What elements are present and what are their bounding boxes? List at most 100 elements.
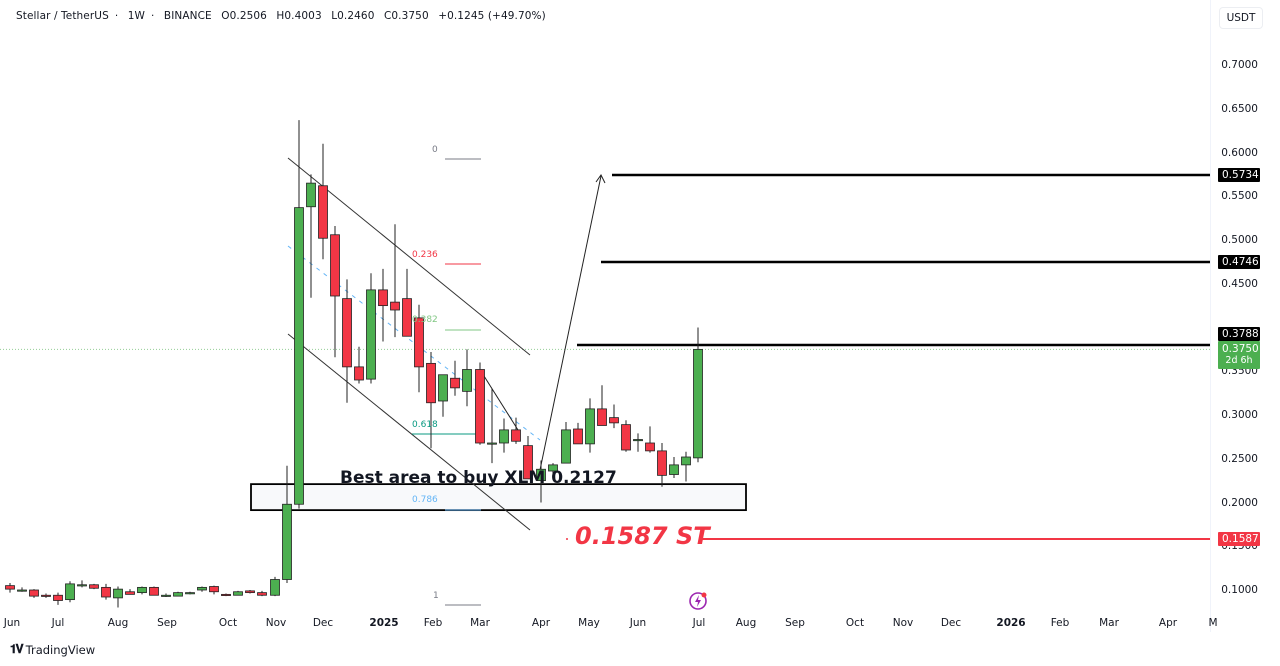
brand-name: TradingView <box>25 642 96 657</box>
candle-down <box>354 366 364 381</box>
candle-up <box>65 583 75 601</box>
time-label: Oct <box>218 617 238 629</box>
candle-down <box>5 585 15 590</box>
candle-up <box>693 348 703 459</box>
ohlc-low: L0.2460 <box>331 10 375 22</box>
channel-mid-line <box>287 245 541 441</box>
time-label: Oct <box>845 617 865 629</box>
candle-down <box>342 298 352 368</box>
candle-up <box>185 592 195 595</box>
time-label: 2026 <box>996 617 1026 629</box>
time-label: Sep <box>157 617 177 629</box>
candle-up <box>669 464 679 475</box>
candle-up <box>681 456 691 466</box>
time-label: Aug <box>107 617 129 629</box>
time-label: M <box>1208 617 1218 629</box>
candle-down <box>378 289 388 307</box>
candle-up <box>270 579 280 596</box>
price-tick: 0.1000 <box>1221 584 1258 596</box>
time-label: Jul <box>692 617 706 629</box>
candle-down <box>390 301 400 311</box>
time-label: May <box>578 617 600 629</box>
candle-down <box>209 586 219 593</box>
exchange: BINANCE <box>163 10 212 22</box>
time-label: Nov <box>892 617 914 629</box>
price-axis[interactable]: 0.7000 0.6500 0.6000 0.5500 0.5000 0.4500 0.35… <box>1210 0 1272 632</box>
projection-arrow-line <box>539 175 602 471</box>
time-label: Dec <box>312 617 334 629</box>
candle-down <box>402 298 412 337</box>
candle-up <box>161 594 171 597</box>
candle-up <box>499 429 509 444</box>
lightning-event-icon[interactable] <box>688 590 708 610</box>
chart-frame <box>8 4 1270 636</box>
candle-down <box>609 417 619 424</box>
candle-up <box>17 589 27 592</box>
time-label: Mar <box>470 617 490 629</box>
fib-label-0: 0 <box>432 145 438 155</box>
price-change: +0.1245 (+49.70%) <box>438 10 546 22</box>
time-label: Jun <box>3 617 21 629</box>
candle-up <box>77 584 87 587</box>
time-label: Aug <box>735 617 757 629</box>
time-label: Feb <box>1050 617 1070 629</box>
tag-last-price: 0.3750 2d 6h <box>1218 341 1260 369</box>
fib-label-0618: 0.618 <box>412 420 438 430</box>
channel-lower-line <box>287 333 531 531</box>
tag-resistance-low: 0.3788 <box>1218 327 1260 341</box>
candle-up <box>137 586 147 594</box>
symbol-name[interactable]: Stellar / TetherUS <box>16 10 109 22</box>
time-label: Sep <box>785 617 805 629</box>
fib-label-0382: 0.382 <box>412 315 438 325</box>
time-label: Dec <box>940 617 962 629</box>
interval[interactable]: 1W <box>127 10 146 22</box>
candle-down <box>621 424 631 451</box>
candle-down <box>475 369 485 444</box>
ohlc-high: H0.4003 <box>276 10 322 22</box>
candle-up <box>113 588 123 599</box>
buy-zone-rect <box>250 483 747 512</box>
candle-up <box>306 182 316 208</box>
candle-up <box>536 468 546 482</box>
candle-up <box>438 374 448 402</box>
candle-down <box>511 429 521 442</box>
candle-down <box>29 589 39 597</box>
candle-down <box>125 591 135 595</box>
price-tick: 0.5500 <box>1221 190 1258 203</box>
candle-down <box>597 408 607 426</box>
time-label: Apr <box>531 617 551 629</box>
price-chart-canvas[interactable] <box>0 0 1210 612</box>
arrow-head-icon <box>595 174 606 184</box>
tag-stop: 0.1587 <box>1218 532 1260 546</box>
candle-up <box>585 408 595 445</box>
candle-down <box>101 586 111 598</box>
candle-down <box>53 594 63 601</box>
candle-up <box>462 369 472 392</box>
tag-resistance-mid: 0.4746 <box>1218 255 1260 269</box>
time-label: Jun <box>629 617 647 629</box>
currency-unit-button[interactable]: USDT <box>1219 7 1263 29</box>
buy-area-annotation: Best area to buy XLM 0.2127 <box>340 468 617 488</box>
candle-up <box>487 442 497 445</box>
candle-up <box>197 586 207 591</box>
candle-up <box>548 464 558 472</box>
price-tick: 0.6500 <box>1221 102 1258 115</box>
tradingview-brand[interactable]: 𝟏𝐕 TradingView <box>10 642 95 657</box>
candle-down <box>330 234 340 297</box>
candle-down <box>450 377 460 389</box>
time-label: Apr <box>1158 617 1178 629</box>
time-label: Mar <box>1099 617 1119 629</box>
tag-resistance-high: 0.5734 <box>1218 168 1260 182</box>
candle-down <box>523 445 533 480</box>
candle-down <box>426 362 436 404</box>
tradingview-logo-icon: 𝟏𝐕 <box>10 642 24 656</box>
candle-up <box>633 439 643 442</box>
last-price-value: 0.3750 <box>1222 343 1259 355</box>
channel-upper-line <box>287 157 531 356</box>
ohlc-open: O0.2506 <box>221 10 267 22</box>
time-label: Feb <box>423 617 443 629</box>
candle-up <box>561 429 571 464</box>
time-axis[interactable]: Jun Jul Aug Sep Oct Nov Dec 2025 Feb Mar Apr May Jun… <box>4 612 1218 634</box>
time-label: 2025 <box>369 617 399 629</box>
candle-down <box>245 590 255 594</box>
